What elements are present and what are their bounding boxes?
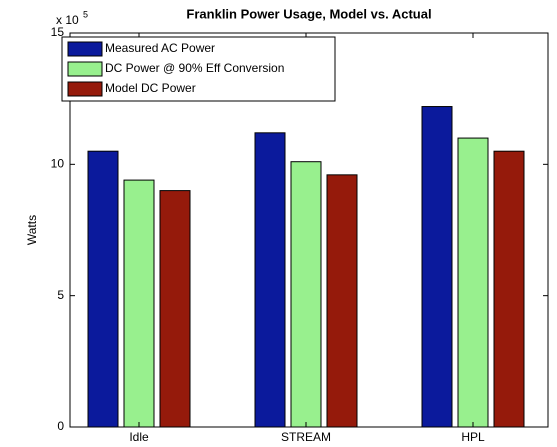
legend-swatch bbox=[67, 61, 103, 77]
chart-title: Franklin Power Usage, Model vs. Actual bbox=[186, 6, 431, 21]
y-axis-label: Watts bbox=[25, 215, 39, 245]
y-tick-label: 15 bbox=[51, 25, 65, 39]
y-tick-label: 0 bbox=[57, 419, 64, 433]
legend-label: Measured AC Power bbox=[105, 41, 215, 55]
bar bbox=[421, 106, 453, 428]
bar bbox=[290, 161, 322, 428]
bar bbox=[457, 137, 489, 428]
bar bbox=[326, 174, 358, 428]
bar bbox=[493, 150, 525, 428]
legend-swatch bbox=[67, 41, 103, 57]
legend-swatch bbox=[67, 81, 103, 97]
x-tick-label: Idle bbox=[129, 430, 149, 444]
y-tick-label: 5 bbox=[57, 288, 64, 302]
x-tick-label: HPL bbox=[461, 430, 485, 444]
x-tick-label: STREAM bbox=[281, 430, 331, 444]
bar bbox=[159, 190, 191, 428]
plot-frame bbox=[69, 32, 549, 428]
legend-label: DC Power @ 90% Eff Conversion bbox=[105, 61, 284, 75]
y-multiplier-exponent: 5 bbox=[83, 9, 88, 19]
bar bbox=[123, 179, 155, 428]
bar bbox=[87, 150, 119, 428]
legend-label: Model DC Power bbox=[105, 81, 196, 95]
y-tick-label: 10 bbox=[51, 157, 65, 171]
bar bbox=[254, 132, 286, 428]
y-multiplier: x 10 bbox=[56, 13, 79, 27]
legend-box bbox=[61, 36, 336, 102]
